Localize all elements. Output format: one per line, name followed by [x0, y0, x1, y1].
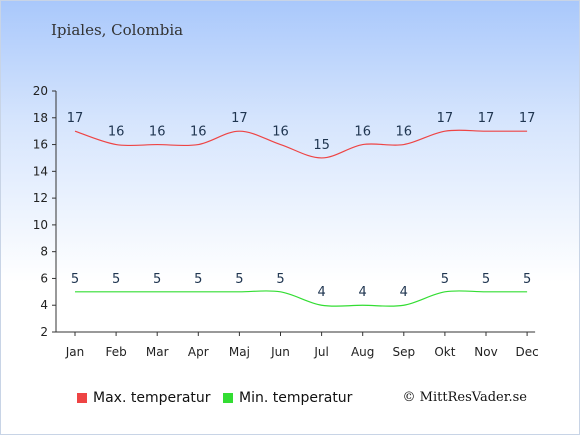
data-label: 5 [482, 272, 490, 287]
data-label: 4 [400, 285, 408, 300]
x-tick-label: Sep [392, 345, 415, 359]
legend-swatch-min [223, 393, 233, 403]
legend-label-min: Min. temperatur [239, 390, 353, 406]
x-tick-label: Jan [65, 345, 85, 359]
y-tick-label: 4 [40, 298, 48, 312]
data-label: 5 [276, 272, 284, 287]
x-tick-label: Dec [515, 345, 538, 359]
data-label: 16 [396, 125, 413, 140]
x-tick-label: Jun [270, 345, 290, 359]
y-tick-label: 18 [33, 111, 48, 125]
data-label: 15 [313, 138, 330, 153]
y-tick-label: 8 [40, 245, 48, 259]
y-tick-label: 10 [33, 218, 48, 232]
series-line-1 [75, 290, 528, 307]
data-label: 17 [437, 111, 454, 126]
y-tick-label: 16 [33, 138, 48, 152]
data-label: 5 [235, 272, 243, 287]
legend-label-max: Max. temperatur [93, 390, 211, 406]
legend-item-max: Max. temperatur [77, 390, 211, 406]
data-label: 16 [272, 125, 289, 140]
x-tick-label: Feb [105, 345, 126, 359]
x-tick-label: Mar [146, 345, 169, 359]
y-tick-label: 20 [33, 84, 48, 98]
x-tick-label: Okt [434, 345, 455, 359]
y-tick-label: 14 [33, 164, 48, 178]
data-label: 4 [359, 285, 367, 300]
x-tick-label: Aug [351, 345, 374, 359]
data-label: 17 [67, 111, 84, 126]
data-label: 17 [478, 111, 495, 126]
data-label: 5 [441, 272, 449, 287]
y-tick-label: 2 [40, 325, 48, 339]
copyright-notice: © MittResVader.se [402, 390, 527, 405]
data-label: 17 [231, 111, 248, 126]
data-label: 5 [523, 272, 531, 287]
data-label: 16 [190, 125, 207, 140]
y-tick-label: 6 [40, 271, 48, 285]
data-label: 5 [194, 272, 202, 287]
y-tick-label: 12 [33, 191, 48, 205]
legend-swatch-max [77, 393, 87, 403]
legend-item-min: Min. temperatur [223, 390, 352, 406]
data-label: 5 [153, 272, 161, 287]
x-tick-label: Maj [229, 345, 250, 359]
chart-location-title: Ipiales, Colombia [51, 21, 184, 39]
data-label: 5 [112, 272, 120, 287]
x-tick-label: Jul [313, 345, 328, 359]
data-label: 4 [317, 285, 325, 300]
data-label: 16 [108, 125, 125, 140]
x-tick-label: Nov [474, 345, 497, 359]
series-line-0 [74, 129, 528, 159]
data-label: 16 [354, 125, 371, 140]
data-label: 5 [71, 272, 79, 287]
data-label: 16 [149, 125, 166, 140]
data-label: 17 [519, 111, 536, 126]
x-tick-label: Apr [188, 345, 209, 359]
